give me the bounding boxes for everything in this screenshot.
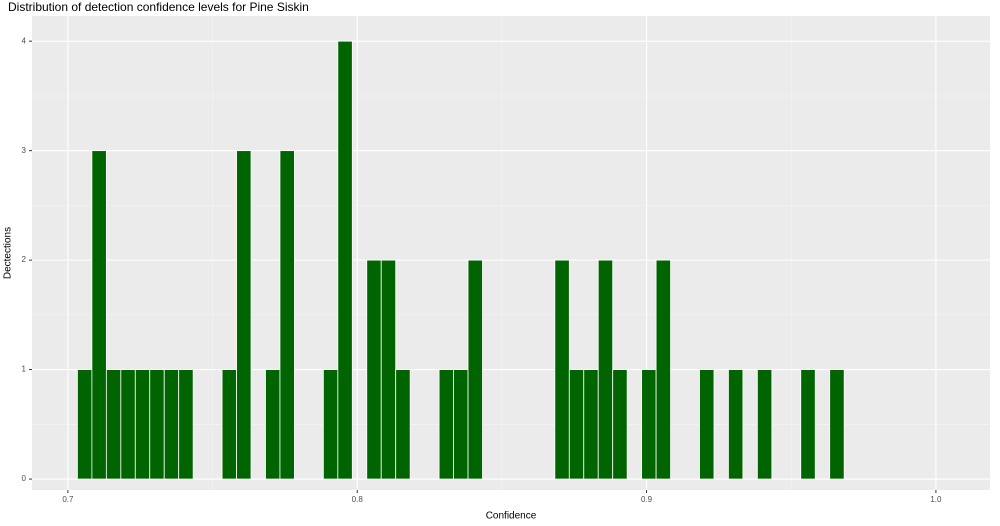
bar <box>728 369 744 480</box>
bar <box>583 369 599 480</box>
bar <box>221 369 237 480</box>
bar <box>655 259 671 480</box>
bar <box>178 369 194 480</box>
bar <box>568 369 585 480</box>
x-tick-label: 0.7 <box>62 495 74 504</box>
bar <box>554 259 570 480</box>
bar <box>337 40 353 480</box>
bar <box>366 259 382 480</box>
bar <box>279 150 295 480</box>
bar <box>322 369 339 480</box>
x-axis-title: Confidence <box>486 511 537 522</box>
y-axis-title: Dectections <box>3 227 14 279</box>
bar <box>756 369 773 480</box>
bar <box>380 259 397 480</box>
y-tick-label: 3 <box>22 146 27 155</box>
bar <box>236 150 252 480</box>
bar <box>163 369 180 480</box>
bar <box>438 369 454 480</box>
bar <box>134 369 151 480</box>
bar <box>612 369 628 480</box>
x-tick-label: 0.9 <box>641 495 653 504</box>
bar <box>149 369 165 480</box>
y-tick-label: 4 <box>22 36 27 45</box>
y-tick-label: 0 <box>22 474 27 483</box>
bar <box>597 259 614 480</box>
bar <box>800 369 816 480</box>
bar <box>641 369 657 480</box>
bar <box>699 369 715 480</box>
bar <box>265 369 281 480</box>
bar <box>91 150 107 480</box>
y-tick-label: 2 <box>22 255 27 264</box>
x-tick-label: 0.8 <box>352 495 364 504</box>
bar <box>829 369 845 480</box>
bar <box>453 369 469 480</box>
bar <box>467 259 483 480</box>
bar <box>105 369 122 480</box>
x-tick-label: 1.0 <box>930 495 942 504</box>
bar <box>395 369 411 480</box>
bar <box>77 369 93 480</box>
chart-title: Distribution of detection confidence lev… <box>8 0 309 14</box>
bar <box>120 369 136 480</box>
y-tick-label: 1 <box>22 365 27 374</box>
